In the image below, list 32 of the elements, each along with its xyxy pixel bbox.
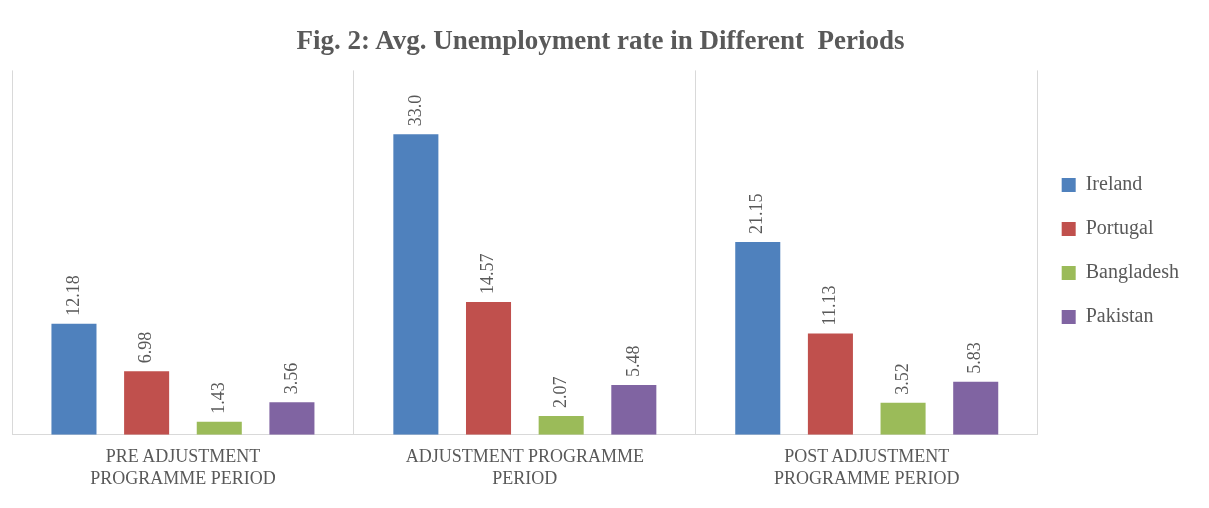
data-label: 14.57	[477, 253, 498, 295]
data-label: 5.83	[964, 342, 985, 374]
data-label: 12.18	[62, 275, 83, 316]
bar	[196, 421, 242, 435]
bar	[393, 134, 439, 435]
bar	[807, 333, 853, 435]
legend-label: Bangladesh	[1085, 260, 1179, 284]
legend-label: Portugal	[1085, 216, 1154, 240]
bar	[611, 384, 657, 435]
x-tick-label: POST ADJUSTMENT PROGRAMME PERIOD	[773, 446, 960, 488]
bar	[51, 323, 97, 435]
bar	[538, 415, 584, 435]
x-tick-label: PRE ADJUSTMENT PROGRAMME PERIOD	[90, 446, 276, 488]
legend-label: Pakistan	[1085, 304, 1154, 327]
bar	[880, 402, 926, 435]
bar	[466, 302, 512, 435]
x-tick-label: ADJUSTMENT PROGRAMME PERIOD	[405, 446, 644, 488]
legend-label: Ireland	[1085, 172, 1143, 195]
chart-title: Fig. 2: Avg. Unemployment rate in Different Periods	[296, 25, 905, 56]
bar	[269, 402, 315, 435]
data-label: 5.48	[622, 345, 643, 377]
data-label: 1.43	[208, 382, 229, 414]
bar	[735, 242, 781, 435]
data-label: 33.0	[404, 94, 425, 127]
data-label: 6.98	[135, 331, 156, 364]
data-label: 3.56	[280, 362, 301, 395]
bar	[953, 381, 999, 435]
data-label: 3.52	[891, 363, 912, 395]
bar	[124, 371, 170, 435]
data-label: 2.07	[549, 376, 570, 408]
data-label: 11.13	[819, 285, 840, 326]
data-label: 21.15	[746, 193, 767, 235]
